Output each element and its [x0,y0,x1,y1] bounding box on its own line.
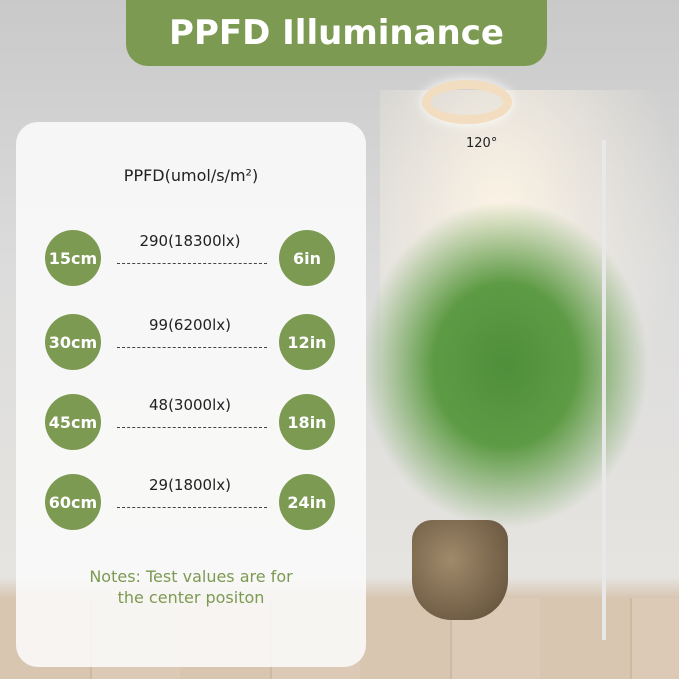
note-line: the center positon [117,588,265,607]
ppfd-value: 29(1800lx) [148,476,231,494]
dashed-line [117,507,267,508]
ppfd-value: 99(6200lx) [148,316,231,334]
title-banner: PPFD Illuminance [126,0,547,66]
distance-in: 18in [279,394,335,450]
ppfd-card: PPFD(umol/s/m²) 15cm 290(18300lx) 6in 30… [16,122,366,667]
note-line: Notes: Test values are for [89,567,293,586]
angle-label: 120° [466,136,498,151]
distance-cm: 45cm [45,394,101,450]
distance-cm: 15cm [45,230,101,286]
dashed-line [117,347,267,348]
distance-in: 12in [279,314,335,370]
ppfd-row: 60cm 29(1800lx) 24in [45,474,335,530]
distance-cm: 30cm [45,314,101,370]
distance-cm: 60cm [45,474,101,530]
distance-in: 24in [279,474,335,530]
notes: Notes: Test values are for the center po… [16,566,366,608]
ppfd-row: 30cm 99(6200lx) 12in [45,314,335,370]
ring-lamp [422,80,512,124]
ppfd-row: 15cm 290(18300lx) 6in [45,230,335,286]
ppfd-value: 48(3000lx) [148,396,231,414]
dashed-line [117,263,267,264]
unit-label: PPFD(umol/s/m²) [123,166,259,185]
ppfd-row: 45cm 48(3000lx) 18in [45,394,335,450]
plant-image [360,200,650,530]
distance-in: 6in [279,230,335,286]
ppfd-value: 290(18300lx) [139,232,241,250]
plant-pot [412,520,508,620]
lamp-pole [602,140,606,640]
dashed-line [117,427,267,428]
